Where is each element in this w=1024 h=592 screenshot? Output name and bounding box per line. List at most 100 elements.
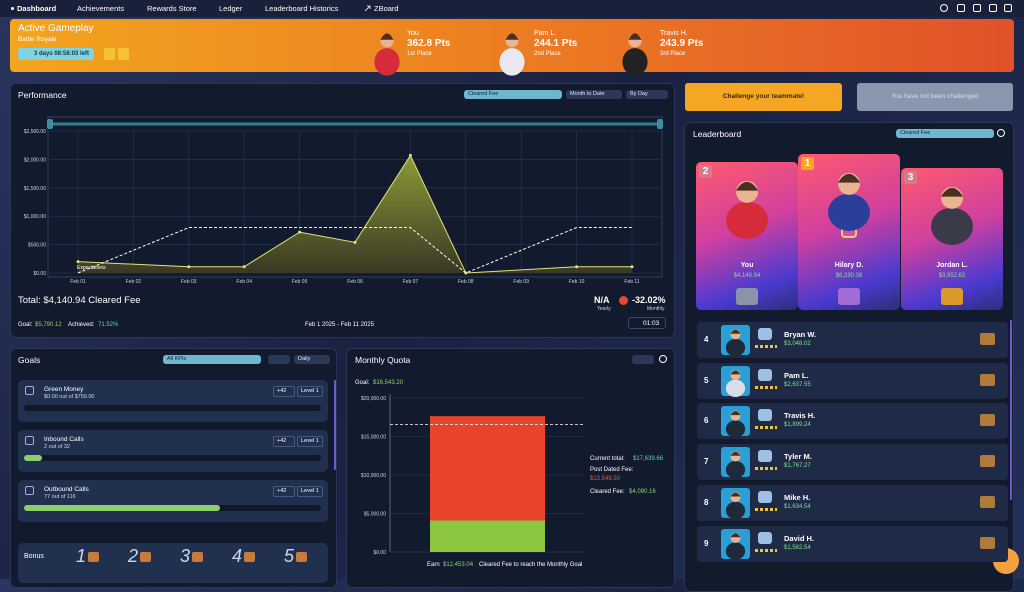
timer-pill: 3 days 08:58:03 left (18, 48, 95, 60)
row-name: David H. (784, 533, 815, 543)
panel-title: Goals (18, 355, 41, 365)
goal-level: Level 1 (297, 386, 323, 397)
nav-bar (0, 0, 1024, 17)
podium-amount: $3,952.62 (938, 273, 966, 279)
podium-name: Hilary D. (834, 262, 864, 269)
progress-fill (24, 455, 42, 461)
nav-icon[interactable] (957, 4, 965, 12)
boost-icon (104, 48, 115, 60)
session-timer: 01:03 (628, 317, 666, 329)
podium-place: 2nd Place (534, 51, 561, 57)
filter-select[interactable] (268, 355, 290, 364)
scrollbar (1010, 320, 1012, 500)
progress-track (24, 455, 321, 461)
tier-badge (944, 228, 960, 244)
star-row (755, 507, 777, 511)
nav-item[interactable]: Rewards Store (147, 4, 197, 13)
bonus-level: 4 (232, 546, 243, 566)
rank-badge: 2 (699, 165, 712, 178)
panel-title: Leaderboard (693, 129, 742, 139)
bonus-chest (244, 552, 255, 562)
reward-chest (980, 495, 995, 508)
total-text: Total: $4,140.94 Cleared Fee (18, 295, 141, 306)
star-row (755, 467, 777, 471)
reward-chest (980, 333, 995, 345)
row-amount: $1,899.24 (784, 422, 811, 429)
row-amount: $3,048.02 (784, 341, 811, 347)
bonus-card (18, 543, 328, 583)
refresh-icon[interactable] (997, 129, 1005, 137)
goal-value: $16,543.20 (373, 380, 404, 386)
banner-mode: Battle Royale (18, 36, 57, 43)
achieved-label: Achieved: (68, 322, 95, 328)
nav-item[interactable]: Ledger (219, 4, 243, 13)
current-label: Current total: (590, 456, 625, 462)
filter-select[interactable]: Cleared Fee (464, 90, 562, 99)
series-value: $13,549.50 (590, 476, 621, 482)
nav-item[interactable]: Leaderboard Historics (265, 4, 339, 13)
nav-icon[interactable] (989, 4, 997, 12)
rank-badge: 1 (801, 157, 814, 170)
scrollbar (334, 380, 336, 470)
refresh-icon[interactable] (659, 355, 667, 363)
podium-place: 3rd Place (660, 51, 686, 57)
nav-item[interactable]: Achievements (77, 4, 125, 13)
row-rank: 4 (704, 335, 709, 344)
nav-item[interactable]: ZBoard (374, 4, 399, 13)
podium-name: Travis H. (660, 30, 688, 37)
tier-badge (841, 222, 857, 238)
reward-chest (980, 455, 995, 468)
banner (10, 19, 1014, 72)
footer-text: Cleared Fee to reach the Monthly Goal (479, 562, 583, 568)
bonus-chest (140, 552, 151, 562)
row-amount: $2,637.55 (784, 381, 811, 388)
filter-select[interactable]: Cleared Fee (896, 129, 994, 138)
goal-progress-text: $0.00 out of $759.00 (44, 394, 95, 400)
podium-place: 1st Place (407, 51, 432, 57)
avatar-box (721, 325, 750, 355)
reward-chest (941, 288, 963, 305)
star-row (755, 426, 777, 430)
filter-select[interactable] (632, 355, 654, 364)
goal-name: Inbound Calls (44, 436, 84, 443)
challenge-button[interactable]: Challenge your teammate! (685, 83, 842, 111)
bonus-chest (296, 552, 307, 562)
avatar-box (721, 447, 750, 478)
filter-select[interactable]: All KPIs (163, 355, 261, 364)
filter-select[interactable]: Month to Date (566, 90, 622, 99)
tier-badge (758, 328, 772, 340)
nav-icon[interactable] (973, 4, 981, 12)
monthly-value: -32.02% (632, 295, 666, 305)
bonus-level: 5 (284, 546, 295, 566)
filter-select[interactable]: By Day (626, 90, 668, 99)
nav-icon[interactable] (940, 4, 948, 12)
footer-amount: $12,453.04 (443, 562, 474, 568)
goal-icon (25, 486, 34, 495)
bonus-level: 3 (180, 546, 191, 566)
tier-badge (758, 531, 772, 544)
goal-card (18, 380, 328, 422)
rank-badge: 3 (904, 171, 917, 184)
nav-icon[interactable] (1004, 4, 1012, 12)
bonus-title: Bonus (24, 553, 44, 560)
row-amount: $1,767.27 (784, 463, 811, 470)
reward-chest (980, 373, 995, 386)
row-amount: $1,634.54 (784, 503, 811, 510)
footer-text: Earn (427, 562, 440, 568)
nav-item-active[interactable]: Dashboard (17, 4, 57, 13)
boost-icon (118, 48, 129, 60)
bonus-level: 2 (128, 546, 139, 566)
goal-reward: +42 (273, 386, 296, 397)
filter-select[interactable]: Daily (294, 355, 330, 364)
podium-name: Pam L. (534, 30, 557, 37)
goal-name: Green Money (44, 386, 84, 393)
row-rank: 5 (704, 375, 709, 385)
progress-fill (24, 505, 221, 511)
row-rank: 8 (704, 497, 709, 507)
goal-card (18, 430, 328, 472)
series-name: Cleared Fee: (590, 489, 625, 495)
panel-title: Performance (18, 90, 67, 100)
date-range: Feb 1 2025 - Feb 11 2025 (305, 322, 374, 328)
podium-name: You (740, 262, 754, 269)
